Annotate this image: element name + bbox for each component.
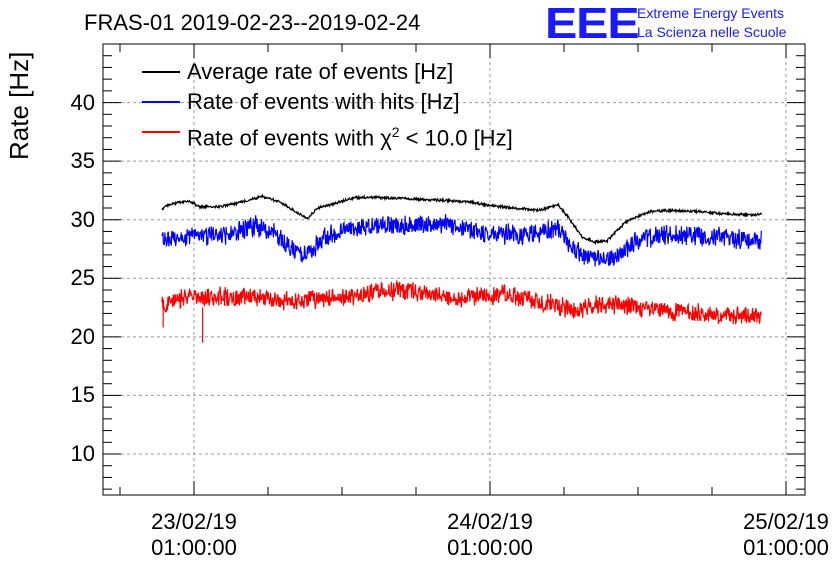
eee-logo: EEE (545, 0, 640, 48)
y-tick-label: 25 (70, 265, 95, 291)
legend-label-tail: < 10.0 [Hz] (399, 125, 513, 151)
legend-superscript: 2 (391, 124, 400, 140)
legend-label: Rate of events with χ2 < 10.0 [Hz] (187, 120, 513, 150)
x-tick-date: 24/02/19 (447, 509, 533, 534)
series-lines (161, 193, 762, 343)
y-tick-label: 40 (70, 89, 95, 115)
y-axis-label: Rate [Hz] (4, 51, 34, 160)
legend-label-text: Average rate of events [Hz] (187, 59, 454, 84)
legend-label-text: Rate of events with hits [Hz] (187, 89, 460, 114)
y-tick-label: 30 (70, 206, 95, 232)
y-tick-label: 10 (70, 441, 95, 466)
legend-label-text: Rate of events with χ (187, 125, 392, 151)
series-line (161, 214, 762, 267)
plot-frame (102, 43, 806, 496)
y-tick-label: 35 (70, 148, 95, 174)
plot-border (102, 43, 806, 496)
x-tick-time: 01:00:00 (447, 535, 533, 560)
grid-lines (103, 44, 805, 495)
x-tick-time: 01:00:00 (743, 535, 829, 560)
legend (142, 71, 180, 133)
series-line (161, 279, 762, 325)
legend-label: Rate of events with hits [Hz] (187, 90, 460, 114)
x-tick-time: 01:00:00 (151, 535, 237, 560)
y-tick-label: 20 (70, 323, 95, 349)
x-tick-date: 25/02/19 (743, 509, 829, 534)
series-line (161, 193, 762, 246)
chart-title: FRAS-01 2019-02-23--2019-02-24 (84, 10, 421, 35)
logo-line-1: Extreme Energy Events (637, 5, 785, 21)
logo-line-2: La Scienza nelle Scuole (637, 24, 787, 40)
x-tick-date: 23/02/19 (151, 509, 237, 534)
legend-label: Average rate of events [Hz] (187, 60, 453, 84)
y-tick-label: 15 (70, 382, 95, 408)
